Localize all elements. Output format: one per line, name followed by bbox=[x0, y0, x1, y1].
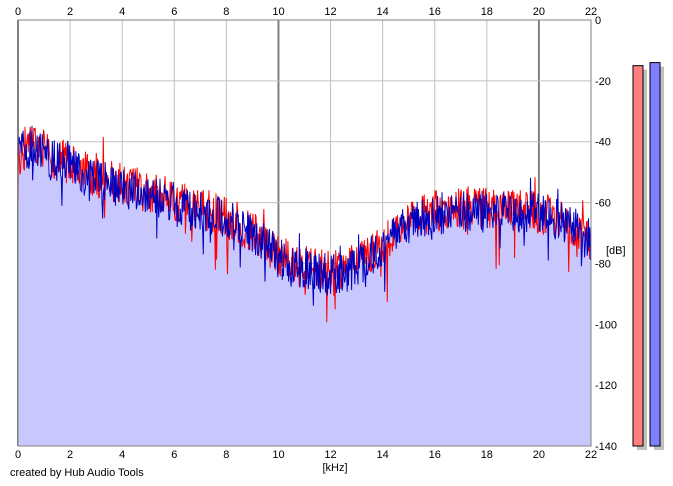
level-meter-0 bbox=[632, 65, 644, 447]
series-layer bbox=[17, 125, 592, 323]
x-tick-label-top-4: 8 bbox=[223, 6, 229, 18]
x-tick-label-bottom-0: 0 bbox=[15, 449, 21, 461]
x-tick-label-bottom-10: 20 bbox=[533, 449, 545, 461]
series-line-1 bbox=[17, 125, 592, 306]
level-meter-1 bbox=[649, 62, 661, 447]
x-tick-label-top-1: 2 bbox=[67, 6, 73, 18]
x-tick-label-bottom-9: 18 bbox=[481, 449, 493, 461]
series-line-0 bbox=[17, 126, 592, 323]
x-tick-label-top-3: 6 bbox=[171, 6, 177, 18]
y-tick-label-4: -80 bbox=[595, 258, 611, 270]
y-tick-label-6: -120 bbox=[595, 380, 617, 392]
plot-frame bbox=[17, 19, 592, 447]
x-tick-label-bottom-2: 4 bbox=[119, 449, 125, 461]
x-tick-label-bottom-1: 2 bbox=[67, 449, 73, 461]
x-tick-label-top-8: 16 bbox=[429, 6, 441, 18]
y-tick-label-2: -40 bbox=[595, 137, 611, 149]
x-tick-label-bottom-6: 12 bbox=[324, 449, 336, 461]
x-tick-labels-bottom: 0 2 4 6 8 10 12 14 16 18 20 22 bbox=[15, 449, 597, 461]
x-tick-label-top-5: 10 bbox=[272, 6, 284, 18]
x-tick-label-bottom-8: 16 bbox=[429, 449, 441, 461]
x-tick-label-top-2: 4 bbox=[119, 6, 125, 18]
y-tick-label-5: -100 bbox=[595, 319, 617, 331]
credit-text: created by Hub Audio Tools bbox=[10, 467, 144, 479]
x-tick-label-top-10: 20 bbox=[533, 6, 545, 18]
y-tick-label-0: 0 bbox=[595, 15, 601, 27]
x-tick-label-top-6: 12 bbox=[324, 6, 336, 18]
x-tick-labels-top: 0 2 4 6 8 10 12 14 16 18 20 22 bbox=[15, 6, 597, 18]
spectrum-fill-area bbox=[18, 125, 591, 447]
y-tick-label-1: -20 bbox=[595, 76, 611, 88]
x-tick-label-bottom-11: 22 bbox=[585, 449, 597, 461]
x-tick-label-top-0: 0 bbox=[15, 6, 21, 18]
level-meters bbox=[632, 62, 664, 451]
x-tick-label-bottom-3: 6 bbox=[171, 449, 177, 461]
x-axis-label: [kHz] bbox=[322, 462, 347, 474]
y-tick-label-3: -60 bbox=[595, 198, 611, 210]
x-tick-label-top-7: 14 bbox=[377, 6, 389, 18]
x-tick-label-top-9: 18 bbox=[481, 6, 493, 18]
x-tick-label-bottom-4: 8 bbox=[223, 449, 229, 461]
y-axis-label: [dB] bbox=[606, 245, 626, 257]
y-tick-label-7: -140 bbox=[595, 441, 617, 453]
x-tick-label-bottom-5: 10 bbox=[272, 449, 284, 461]
y-tick-labels: 0 -20 -40 -60 -80 -100 -120 -140 bbox=[595, 15, 617, 453]
x-tick-label-top-11: 22 bbox=[585, 6, 597, 18]
x-tick-label-bottom-7: 14 bbox=[377, 449, 389, 461]
